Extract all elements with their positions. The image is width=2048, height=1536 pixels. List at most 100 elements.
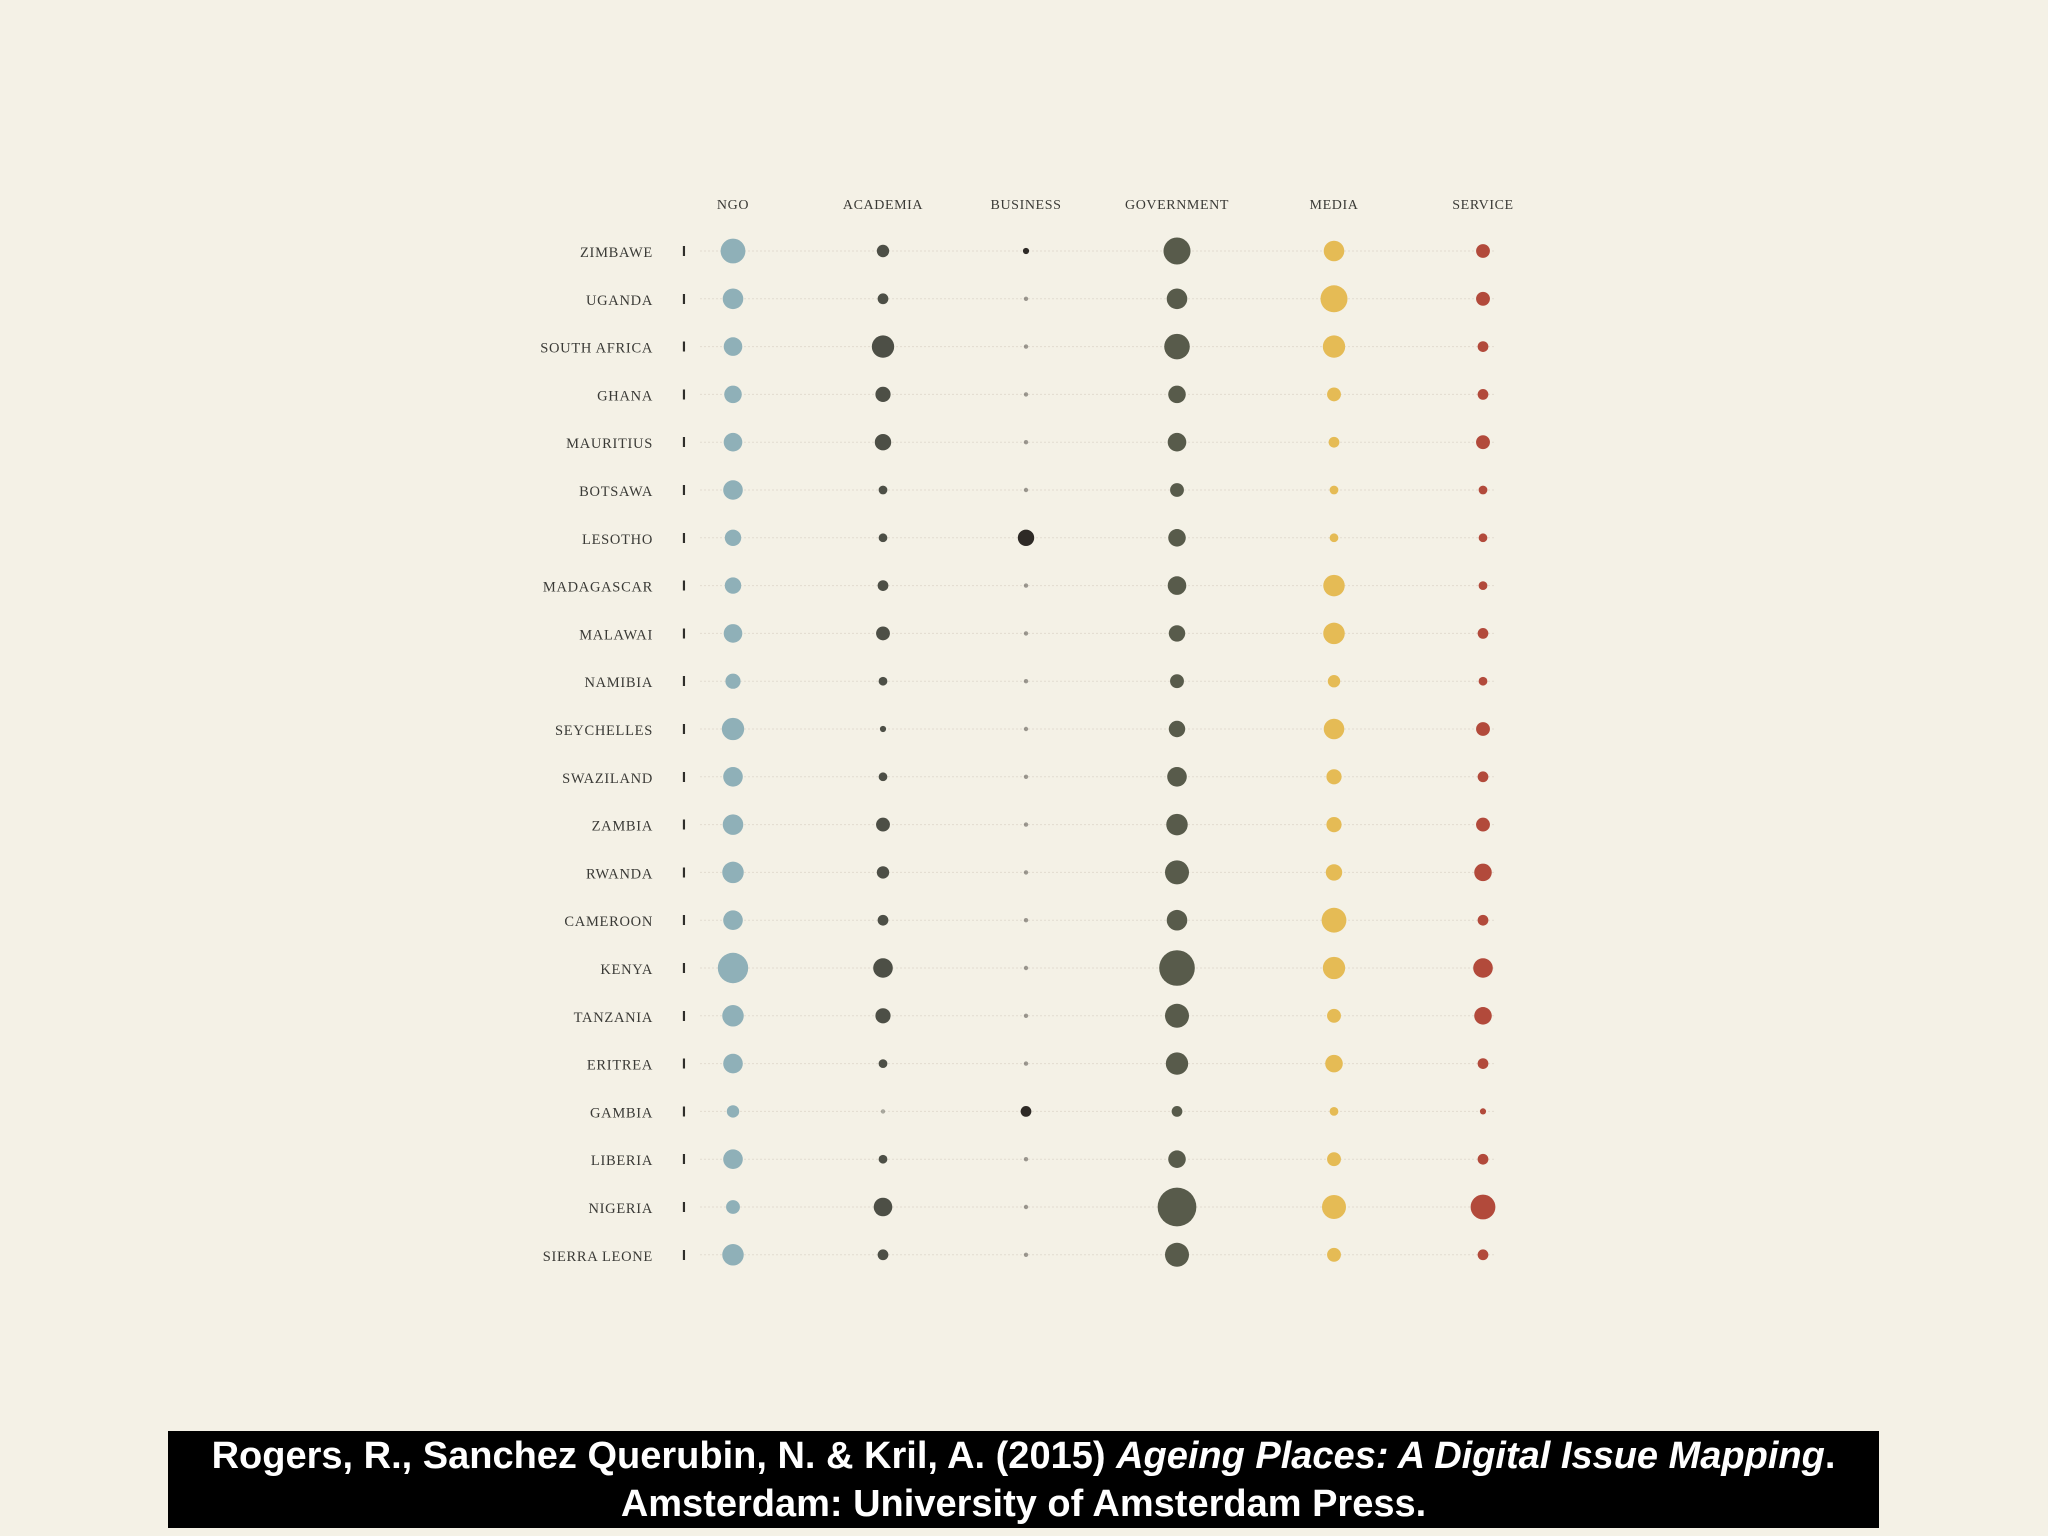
row-label-liberia: LIBERIA [591, 1153, 653, 1169]
dot-mauritius-media [1328, 436, 1340, 448]
dot-zimbawe-service [1476, 244, 1490, 258]
dot-ghana-business [1023, 392, 1029, 397]
chart-svg: NGO ACADEMIA BUSINESS GOVERNMENT MEDIA SERVIC… [540, 198, 1513, 1267]
dot-eritrea-business [1023, 1061, 1029, 1066]
dot-cameroon-media [1321, 907, 1347, 933]
citation-line-1: Rogers, R., Sanchez Querubin, N. & Kril,… [168, 1432, 1879, 1480]
dot-seychelles-ngo [721, 717, 745, 741]
dot-tanzania-academia [875, 1008, 891, 1024]
dot-eritrea-service [1477, 1058, 1489, 1069]
row-label-eritrea: ERITREA [587, 1058, 653, 1074]
dot-rwanda-business [1023, 870, 1029, 875]
row-label-malawai: MALAWAI [579, 627, 653, 643]
dot-south-africa-business [1023, 344, 1029, 349]
dot-lesotho-ngo [724, 529, 742, 546]
dot-zambia-service [1476, 817, 1490, 832]
dot-zimbawe-government [1163, 237, 1191, 265]
dot-sierra-leone-academia [877, 1249, 889, 1261]
dot-eritrea-academia [878, 1059, 888, 1068]
row-label-lesotho: LESOTHO [582, 532, 653, 548]
row-marker-gambia: I [682, 1103, 686, 1120]
column-header-service: SERVICE [1452, 198, 1513, 213]
dot-malawai-government [1168, 625, 1186, 642]
dot-lesotho-government [1168, 529, 1186, 547]
dot-nigeria-media [1321, 1194, 1347, 1220]
dot-sierra-leone-media [1327, 1247, 1341, 1262]
dot-swaziland-government [1167, 767, 1187, 787]
dot-liberia-business [1023, 1157, 1029, 1162]
dot-mauritius-government [1167, 432, 1187, 452]
dot-botsawa-media [1329, 485, 1339, 495]
row-label-zambia: ZAMBIA [592, 819, 653, 835]
dot-uganda-academia [877, 293, 889, 305]
dot-malawai-ngo [723, 624, 743, 643]
dot-zambia-media [1326, 817, 1342, 833]
dot-uganda-media [1320, 285, 1348, 313]
row-marker-south-africa: I [682, 339, 686, 356]
dot-tanzania-business [1023, 1013, 1029, 1018]
dot-mauritius-ngo [723, 432, 743, 452]
row-marker-sierra-leone: I [682, 1247, 686, 1264]
dot-malawai-business [1023, 631, 1029, 636]
dot-lesotho-academia [878, 533, 888, 543]
dot-uganda-business [1023, 296, 1029, 301]
dot-cameroon-service [1477, 914, 1489, 926]
row-label-botsawa: BOTSAWA [579, 484, 653, 500]
dot-seychelles-academia [879, 725, 887, 733]
row-marker-madagascar: I [682, 578, 686, 595]
dot-seychelles-media [1323, 718, 1345, 740]
dot-ghana-government [1168, 385, 1186, 404]
row-label-cameroon: CAMEROON [564, 914, 653, 930]
dot-eritrea-ngo [723, 1053, 743, 1074]
dot-lesotho-service [1478, 533, 1488, 543]
dot-liberia-government [1168, 1150, 1186, 1168]
dot-malawai-service [1477, 628, 1489, 639]
row-label-kenya: KENYA [600, 962, 653, 978]
row-marker-mauritius: I [682, 434, 686, 451]
dot-nigeria-business [1023, 1204, 1029, 1210]
dot-madagascar-media [1323, 574, 1345, 597]
dot-zambia-ngo [722, 814, 744, 835]
dot-botsawa-service [1478, 485, 1488, 495]
dot-namibia-academia [878, 676, 888, 686]
dot-lesotho-media [1329, 533, 1339, 543]
dot-swaziland-business [1023, 774, 1029, 779]
column-header-government: GOVERNMENT [1125, 198, 1229, 213]
row-label-nigeria: NIGERIA [588, 1201, 653, 1217]
row-marker-seychelles: I [682, 721, 686, 738]
row-label-ghana: GHANA [597, 388, 653, 404]
dot-tanzania-government [1164, 1003, 1190, 1028]
dot-zimbawe-business [1022, 247, 1030, 255]
row-label-rwanda: RWANDA [586, 866, 653, 882]
column-header-academia: ACADEMIA [843, 198, 924, 213]
dot-eritrea-government [1165, 1052, 1189, 1075]
dot-mauritius-service [1476, 435, 1490, 450]
dot-kenya-service [1473, 958, 1493, 978]
dot-zambia-government [1166, 813, 1188, 836]
row-label-south-africa: SOUTH AFRICA [540, 341, 653, 357]
column-header-ngo: NGO [717, 198, 749, 213]
dot-kenya-government [1159, 950, 1195, 986]
dot-namibia-media [1327, 675, 1341, 688]
row-label-namibia: NAMIBIA [584, 675, 653, 691]
dot-mauritius-business [1023, 440, 1029, 445]
row-marker-liberia: I [682, 1151, 686, 1168]
dot-gambia-academia [880, 1109, 886, 1114]
row-marker-ghana: I [682, 386, 686, 403]
row-marker-cameroon: I [682, 912, 686, 929]
dot-rwanda-ngo [722, 861, 744, 884]
dot-tanzania-ngo [722, 1005, 744, 1027]
row-marker-tanzania: I [682, 1008, 686, 1025]
column-header-media: MEDIA [1310, 198, 1359, 213]
dot-rwanda-government [1164, 860, 1190, 885]
dot-zimbawe-media [1323, 240, 1345, 262]
dot-tanzania-media [1327, 1008, 1341, 1023]
dot-malawai-academia [876, 626, 890, 641]
dot-liberia-ngo [723, 1149, 743, 1169]
dot-sierra-leone-service [1477, 1249, 1489, 1261]
row-marker-namibia: I [682, 673, 686, 690]
dot-liberia-academia [878, 1154, 888, 1164]
dot-seychelles-business [1023, 726, 1029, 732]
dot-botsawa-ngo [723, 480, 743, 500]
row-label-gambia: GAMBIA [590, 1105, 653, 1121]
